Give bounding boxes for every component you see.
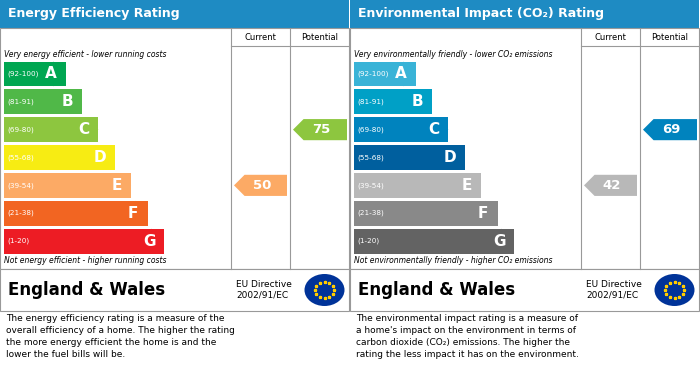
Text: (92-100): (92-100)	[7, 71, 38, 77]
Bar	[354, 61, 416, 86]
Text: F: F	[478, 206, 489, 221]
Polygon shape	[86, 117, 98, 142]
Bar	[350, 0, 699, 28]
Polygon shape	[485, 201, 498, 226]
Polygon shape	[69, 90, 82, 114]
Text: (81-91): (81-91)	[357, 99, 384, 105]
Bar	[354, 173, 481, 198]
Text: (81-91): (81-91)	[7, 99, 34, 105]
Polygon shape	[436, 117, 448, 142]
Bar	[354, 201, 498, 226]
Polygon shape	[234, 175, 287, 196]
Text: G: G	[144, 233, 155, 249]
Text: D: D	[444, 150, 456, 165]
Text: B: B	[412, 94, 424, 109]
Polygon shape	[151, 229, 164, 253]
Text: B: B	[62, 94, 74, 109]
Polygon shape	[419, 90, 432, 114]
Bar	[354, 229, 514, 253]
Text: EU Directive
2002/91/EC: EU Directive 2002/91/EC	[586, 280, 642, 300]
Bar	[4, 117, 98, 142]
Bar	[4, 90, 82, 114]
Text: (92-100): (92-100)	[357, 71, 388, 77]
Text: England & Wales: England & Wales	[8, 281, 165, 299]
Polygon shape	[53, 61, 66, 86]
Text: 69: 69	[662, 123, 681, 136]
Polygon shape	[452, 145, 465, 170]
Text: Environmental Impact (CO₂) Rating: Environmental Impact (CO₂) Rating	[358, 7, 604, 20]
Bar	[4, 201, 148, 226]
Text: (21-38): (21-38)	[7, 210, 34, 217]
Text: F: F	[128, 206, 139, 221]
Bar	[350, 269, 699, 311]
Bar	[4, 173, 131, 198]
Text: (69-80): (69-80)	[357, 126, 384, 133]
Text: C: C	[78, 122, 90, 137]
Polygon shape	[102, 145, 115, 170]
Text: Potential: Potential	[651, 32, 688, 41]
Text: (39-54): (39-54)	[357, 182, 384, 188]
Text: C: C	[428, 122, 440, 137]
Bar	[350, 28, 699, 269]
Text: Not energy efficient - higher running costs: Not energy efficient - higher running co…	[4, 256, 167, 265]
Text: G: G	[494, 233, 505, 249]
Text: Not environmentally friendly - higher CO₂ emissions: Not environmentally friendly - higher CO…	[354, 256, 552, 265]
Text: E: E	[111, 178, 122, 193]
Bar	[0, 269, 349, 311]
Bar	[0, 28, 349, 269]
Polygon shape	[643, 119, 697, 140]
Bar	[354, 145, 465, 170]
Text: Current: Current	[594, 32, 626, 41]
Polygon shape	[403, 61, 416, 86]
Text: The environmental impact rating is a measure of
a home's impact on the environme: The environmental impact rating is a mea…	[356, 314, 579, 359]
Polygon shape	[469, 173, 481, 198]
Polygon shape	[584, 175, 637, 196]
Text: (69-80): (69-80)	[7, 126, 34, 133]
Bar	[4, 229, 164, 253]
Text: 75: 75	[312, 123, 330, 136]
Text: 42: 42	[603, 179, 622, 192]
Text: Current: Current	[244, 32, 276, 41]
Polygon shape	[293, 119, 347, 140]
Text: Very environmentally friendly - lower CO₂ emissions: Very environmentally friendly - lower CO…	[354, 50, 552, 59]
Text: (55-68): (55-68)	[7, 154, 34, 161]
Text: (21-38): (21-38)	[357, 210, 384, 217]
Text: A: A	[46, 66, 57, 81]
Text: Potential: Potential	[301, 32, 338, 41]
Polygon shape	[501, 229, 514, 253]
Text: D: D	[94, 150, 106, 165]
Bar	[0, 0, 349, 28]
Polygon shape	[119, 173, 131, 198]
Text: England & Wales: England & Wales	[358, 281, 515, 299]
Text: (1-20): (1-20)	[357, 238, 379, 244]
Text: (1-20): (1-20)	[7, 238, 29, 244]
Ellipse shape	[654, 274, 694, 306]
Ellipse shape	[304, 274, 344, 306]
Bar	[354, 90, 432, 114]
Text: (39-54): (39-54)	[7, 182, 34, 188]
Bar	[4, 61, 66, 86]
Text: 50: 50	[253, 179, 272, 192]
Text: (55-68): (55-68)	[357, 154, 384, 161]
Text: EU Directive
2002/91/EC: EU Directive 2002/91/EC	[236, 280, 292, 300]
Text: Very energy efficient - lower running costs: Very energy efficient - lower running co…	[4, 50, 167, 59]
Bar	[4, 145, 115, 170]
Polygon shape	[135, 201, 148, 226]
Text: Energy Efficiency Rating: Energy Efficiency Rating	[8, 7, 180, 20]
Text: E: E	[461, 178, 472, 193]
Text: The energy efficiency rating is a measure of the
overall efficiency of a home. T: The energy efficiency rating is a measur…	[6, 314, 235, 359]
Bar	[354, 117, 448, 142]
Text: A: A	[395, 66, 407, 81]
